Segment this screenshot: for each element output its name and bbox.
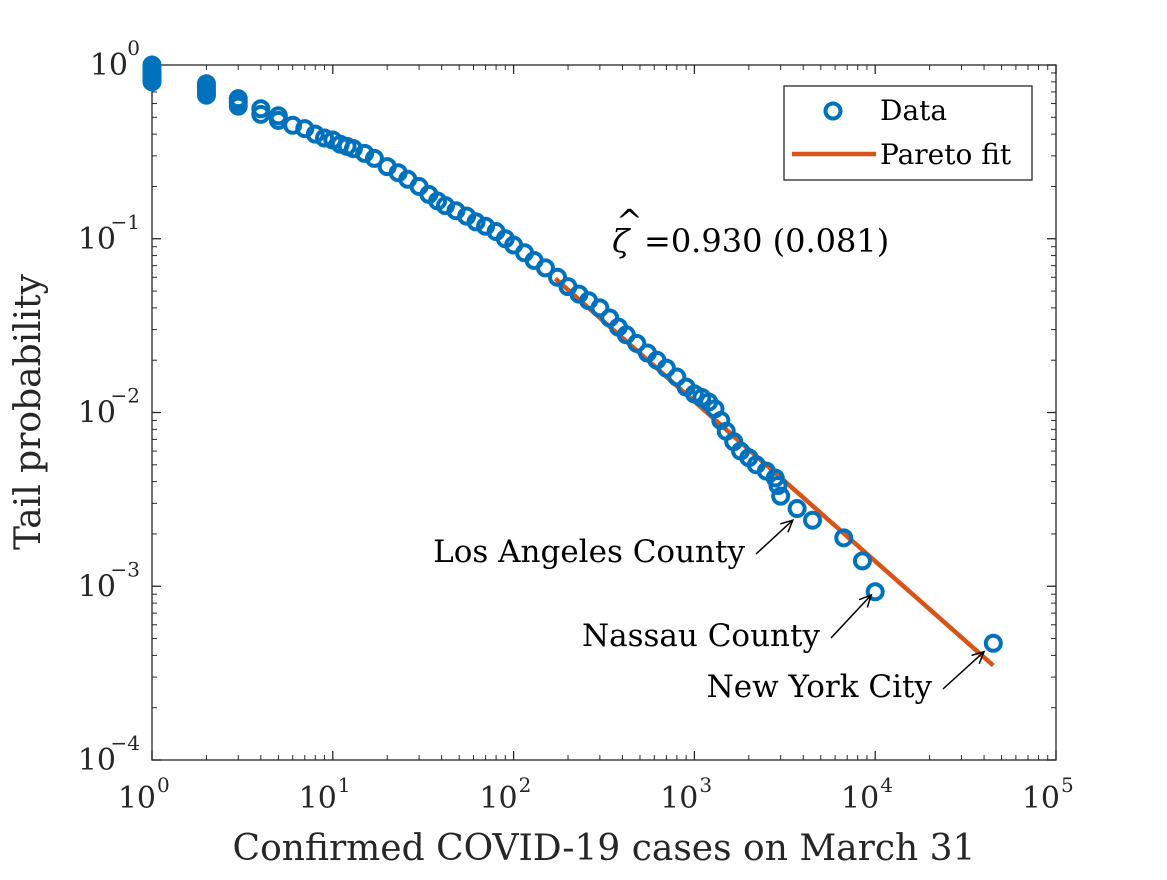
data-point [142, 72, 162, 92]
data-point [535, 258, 555, 278]
data-point [771, 486, 791, 506]
annotation-label: Los Angeles County [433, 534, 745, 570]
data-series [142, 55, 1003, 653]
data-point [803, 510, 823, 530]
y-tick-exponent: 0 [127, 36, 140, 60]
legend-box [783, 85, 1033, 181]
x-tick-exponent: 3 [699, 773, 712, 797]
x-axis-label: Confirmed COVID-19 cases on March 31 [233, 828, 976, 869]
fit-statistic-value: =0.930 (0.081) [644, 222, 889, 260]
data-point [305, 124, 325, 144]
data-point [768, 476, 788, 496]
legend-fit-label: Pareto fit [880, 138, 1012, 171]
x-tick-exponent: 1 [338, 773, 351, 797]
data-point [228, 96, 248, 116]
x-tick-exponent: 4 [880, 773, 893, 797]
data-point [983, 633, 1003, 653]
x-tick-exponent: 5 [1061, 773, 1074, 797]
x-tick-label: 10 [299, 781, 337, 816]
data-point [251, 104, 271, 124]
data-point [466, 212, 486, 232]
y-tick-exponent: −1 [111, 210, 140, 234]
data-point [667, 367, 687, 387]
data-point [852, 551, 872, 571]
data-point [787, 499, 807, 519]
annotation-arrow [755, 519, 794, 555]
annotation-arrow [830, 594, 872, 639]
legend: Data Pareto fit [783, 85, 1033, 181]
data-point [590, 298, 610, 318]
y-tick-label: 10 [78, 569, 116, 604]
legend-data-marker [823, 101, 843, 121]
x-tick-label: 10 [479, 781, 517, 816]
x-tick-label: 10 [841, 781, 879, 816]
x-tick-exponent: 2 [519, 773, 532, 797]
x-tick-label: 10 [1022, 781, 1060, 816]
data-point [196, 85, 216, 105]
annotation-arrowhead [971, 650, 986, 665]
y-tick-label: 10 [78, 743, 116, 778]
y-tick-label: 10 [78, 222, 116, 257]
annotations: Los Angeles County Nassau County New York … [433, 519, 986, 705]
annotation-arrow [942, 651, 985, 690]
annotation-label: Nassau County [582, 618, 820, 654]
data-point [548, 267, 568, 287]
data-point [834, 528, 854, 548]
x-tick-label: 10 [118, 781, 156, 816]
fit-statistic: ζ ^ =0.930 (0.081) [612, 202, 889, 260]
y-tick-label: 10 [90, 48, 128, 83]
x-tick-label: 10 [660, 781, 698, 816]
data-point [865, 582, 885, 602]
x-tick-exponent: 0 [157, 773, 170, 797]
data-point [600, 308, 620, 328]
y-tick-label: 10 [78, 396, 116, 431]
y-tick-exponent: −2 [111, 384, 140, 408]
annotation-arrowhead [780, 519, 795, 533]
annotation-label: New York City [707, 669, 933, 705]
zeta-hat-accent: ^ [616, 202, 643, 240]
data-point [627, 333, 647, 353]
y-tick-exponent: −3 [111, 557, 140, 581]
data-point [315, 128, 335, 148]
annotation-arrowhead [858, 593, 873, 608]
legend-data-label: Data [880, 94, 947, 127]
y-tick-exponent: −4 [111, 731, 140, 755]
zeta-hat-symbol: ζ [612, 222, 631, 260]
data-point [364, 148, 384, 168]
y-axis-label: Tail probability [8, 273, 49, 550]
